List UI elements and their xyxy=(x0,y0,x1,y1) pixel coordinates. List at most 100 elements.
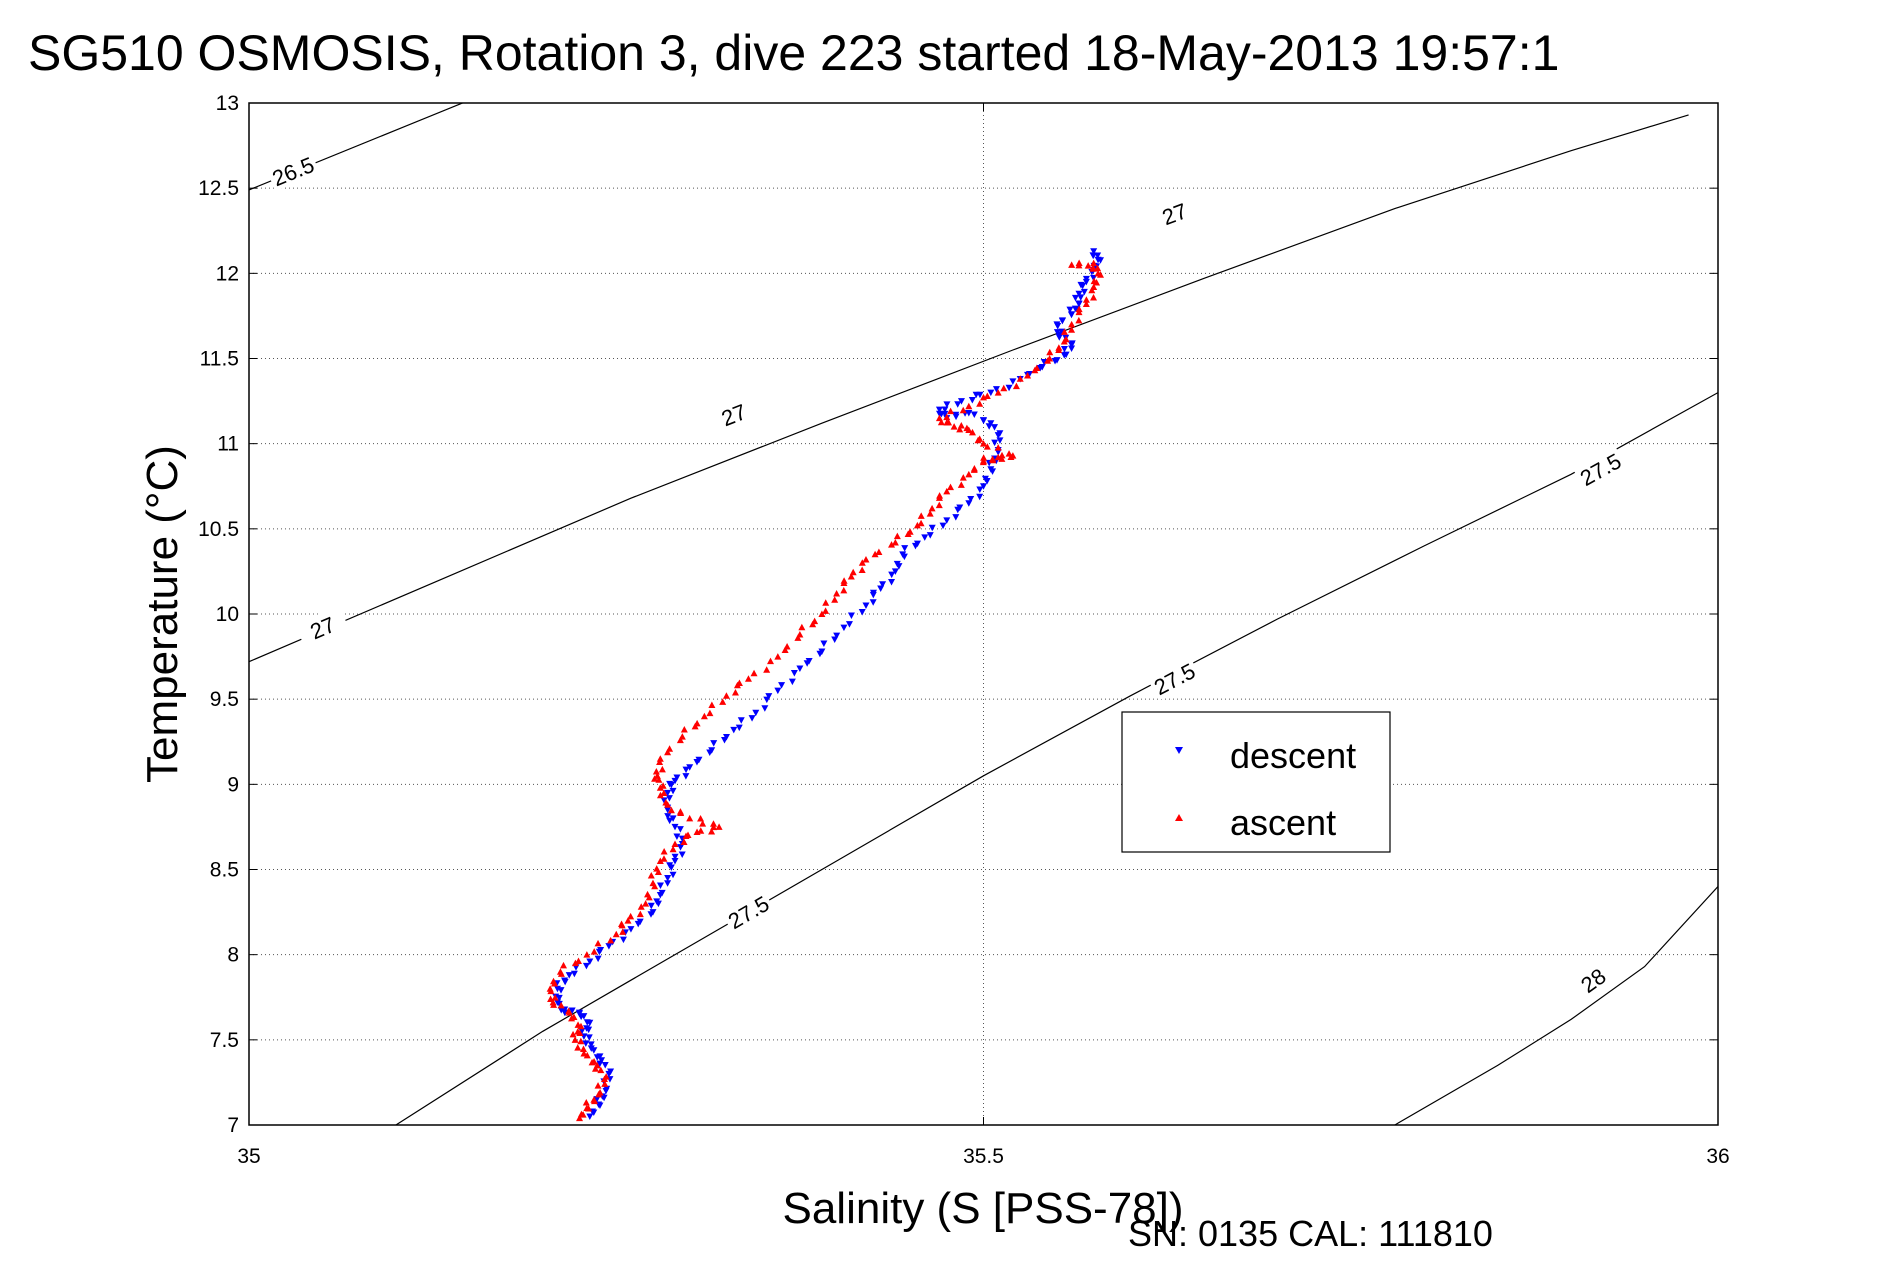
descent-point xyxy=(976,493,984,501)
ascent-point xyxy=(794,634,802,641)
ascent-point xyxy=(928,504,936,512)
ascent-point xyxy=(1090,259,1098,267)
ascent-point xyxy=(619,928,627,935)
ascent-point xyxy=(601,1080,609,1087)
descent-point xyxy=(596,1053,604,1060)
ascent-point xyxy=(647,872,655,879)
ascent-point xyxy=(649,879,657,887)
descent-point xyxy=(666,780,674,788)
ascent-point xyxy=(858,566,866,574)
descent-point xyxy=(664,880,672,887)
ascent-point xyxy=(959,474,967,481)
ascent-point xyxy=(680,725,688,733)
ascent-point xyxy=(656,791,664,799)
ascent-point xyxy=(583,951,591,958)
descent-point xyxy=(980,483,987,490)
ascent-point xyxy=(656,857,664,864)
ascent-point xyxy=(693,719,701,727)
descent-point xyxy=(996,437,1004,444)
descent-point xyxy=(1071,294,1079,302)
ascent-point xyxy=(1046,348,1054,356)
ascent-point xyxy=(796,630,804,638)
descent-point xyxy=(664,875,672,882)
ascent-point xyxy=(875,548,883,555)
descent-point xyxy=(561,1009,569,1017)
ascent-point xyxy=(658,765,666,773)
ascent-point xyxy=(976,435,984,442)
descent-point xyxy=(603,1085,611,1093)
descent-point xyxy=(879,581,887,588)
ascent-point xyxy=(551,994,559,1001)
descent-point xyxy=(1068,340,1076,347)
ascent-point xyxy=(1090,277,1098,285)
ascent-point xyxy=(1060,328,1068,335)
descent-point xyxy=(1066,306,1074,314)
descent-point xyxy=(586,1113,594,1120)
descent-point xyxy=(593,1096,601,1103)
ascent-point xyxy=(847,573,855,580)
descent-point xyxy=(774,687,782,695)
descent-point xyxy=(586,958,594,965)
descent-point xyxy=(676,826,684,833)
ascent-point xyxy=(618,920,626,928)
ascent-point xyxy=(667,806,675,814)
y-tick-label: 13 xyxy=(216,92,239,115)
ascent-point xyxy=(719,698,727,705)
ascent-point xyxy=(983,443,991,450)
descent-point xyxy=(913,540,921,548)
descent-point xyxy=(858,609,866,616)
ascent-point xyxy=(1075,305,1083,313)
descent-point xyxy=(991,439,999,447)
y-tick-label: 10.5 xyxy=(198,518,239,541)
descent-point xyxy=(761,705,769,712)
descent-point xyxy=(1080,288,1088,296)
descent-point xyxy=(601,1062,609,1069)
ascent-point xyxy=(871,550,879,558)
ascent-point xyxy=(636,910,644,918)
ascent-point xyxy=(840,586,848,594)
descent-point xyxy=(607,1068,615,1076)
descent-point xyxy=(796,665,804,673)
descent-point xyxy=(845,621,853,628)
ascent-point xyxy=(660,789,668,797)
descent-point xyxy=(594,955,602,963)
ascent-point xyxy=(763,666,771,673)
ascent-point xyxy=(671,840,679,847)
ascent-point xyxy=(888,541,896,548)
descent-point xyxy=(1077,281,1085,289)
contour-label-bg xyxy=(720,887,776,935)
descent-point xyxy=(869,589,877,597)
ascent-point xyxy=(653,772,661,779)
descent-point xyxy=(664,789,672,797)
contour-label-bg xyxy=(1572,445,1628,492)
ascent-point xyxy=(565,1007,573,1015)
descent-point xyxy=(862,602,870,609)
ascent-point xyxy=(574,957,582,964)
descent-point xyxy=(587,1041,595,1048)
ascent-point xyxy=(1082,296,1090,303)
descent-point xyxy=(671,853,679,861)
descent-point xyxy=(1053,321,1061,328)
ascent-point xyxy=(849,568,857,576)
descent-point xyxy=(673,774,681,782)
contour-line xyxy=(249,114,1689,663)
descent-point xyxy=(899,551,907,558)
descent-point xyxy=(619,936,627,944)
ascent-point xyxy=(1094,269,1102,277)
descent-point xyxy=(1075,300,1083,307)
descent-point xyxy=(765,693,773,700)
chart-title: SG510 OSMOSIS, Rotation 3, dive 223 star… xyxy=(28,25,1559,81)
ascent-point xyxy=(582,1099,590,1106)
contour-label-bg xyxy=(1565,954,1620,1004)
ascent-point xyxy=(684,831,692,839)
ascent-point xyxy=(577,1037,585,1045)
descent-point xyxy=(582,1040,590,1047)
descent-point xyxy=(805,658,813,665)
ascent-point xyxy=(577,1110,585,1118)
ascent-point xyxy=(653,865,661,872)
ascent-point xyxy=(660,855,668,862)
ascent-point xyxy=(945,418,953,426)
descent-point xyxy=(575,1010,583,1018)
descent-point xyxy=(1094,252,1102,259)
